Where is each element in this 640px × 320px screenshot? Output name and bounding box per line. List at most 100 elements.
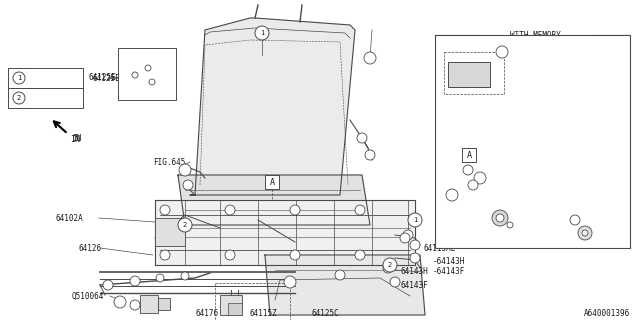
Text: 64143H: 64143H [582, 218, 610, 227]
Circle shape [145, 65, 151, 71]
Text: 2: 2 [17, 95, 21, 101]
Text: M120134: M120134 [34, 93, 67, 102]
Text: 64143H: 64143H [400, 268, 428, 276]
Text: 64176D: 64176D [472, 171, 500, 180]
Bar [8, 68, 83, 88]
Circle shape [149, 79, 155, 85]
Text: 2: 2 [388, 262, 392, 268]
Circle shape [160, 205, 170, 215]
Circle shape [446, 189, 458, 201]
Text: Q710007: Q710007 [34, 74, 67, 83]
Bar [435, 35, 630, 248]
Circle shape [225, 205, 235, 215]
Text: A: A [467, 150, 472, 159]
Circle shape [463, 165, 473, 175]
Circle shape [496, 214, 504, 222]
Bar [220, 295, 242, 315]
Text: 1: 1 [17, 75, 21, 81]
Bar [140, 295, 158, 313]
Circle shape [408, 213, 422, 227]
Circle shape [178, 218, 192, 232]
Circle shape [468, 180, 478, 190]
Circle shape [132, 72, 138, 78]
Circle shape [114, 296, 126, 308]
Text: A640001396: A640001396 [584, 308, 630, 317]
Polygon shape [465, 175, 615, 248]
Circle shape [390, 277, 400, 287]
Circle shape [130, 300, 140, 310]
Text: 64176: 64176 [195, 308, 219, 317]
Bar [462, 148, 476, 162]
Text: 64125C: 64125C [311, 308, 339, 317]
Polygon shape [178, 175, 370, 225]
Circle shape [357, 133, 367, 143]
Text: A: A [269, 178, 275, 187]
Bar [444, 52, 504, 94]
Text: 64143F: 64143F [400, 281, 428, 290]
Text: 64122: 64122 [438, 125, 461, 134]
Text: Q510064: Q510064 [438, 161, 470, 170]
Text: 64115Z: 64115Z [249, 308, 277, 317]
Text: 1: 1 [260, 30, 264, 36]
Circle shape [225, 250, 235, 260]
Text: 64115Z: 64115Z [436, 188, 464, 196]
Polygon shape [265, 255, 425, 315]
Text: IN: IN [70, 135, 80, 144]
Circle shape [160, 250, 170, 260]
Circle shape [284, 276, 296, 288]
Text: Q510064: Q510064 [72, 292, 104, 300]
Bar [118, 48, 176, 100]
Text: 64143F: 64143F [582, 230, 610, 239]
Circle shape [13, 72, 25, 84]
Text: 2: 2 [183, 222, 187, 228]
Circle shape [383, 258, 397, 272]
Circle shape [181, 272, 189, 280]
Circle shape [365, 150, 375, 160]
Circle shape [507, 222, 513, 228]
Text: 64125C: 64125C [540, 148, 568, 156]
Polygon shape [190, 18, 355, 195]
Circle shape [156, 274, 164, 282]
Bar [155, 218, 185, 246]
Circle shape [400, 233, 410, 243]
Circle shape [183, 180, 193, 190]
Circle shape [103, 280, 113, 290]
Polygon shape [490, 55, 498, 87]
Bar [448, 62, 490, 87]
Text: 64125E: 64125E [88, 73, 116, 82]
Text: -64143F: -64143F [433, 268, 465, 276]
Text: 64125E: 64125E [92, 74, 120, 83]
Text: 64102A: 64102A [55, 213, 83, 222]
Circle shape [130, 276, 140, 286]
Circle shape [410, 253, 420, 263]
Circle shape [355, 250, 365, 260]
Text: IN: IN [72, 133, 81, 142]
Circle shape [355, 205, 365, 215]
Circle shape [410, 240, 420, 250]
Polygon shape [155, 200, 415, 265]
Bar [8, 88, 83, 108]
Text: 64115AE: 64115AE [423, 244, 456, 252]
Bar [228, 303, 242, 315]
Circle shape [290, 250, 300, 260]
Text: FIG.645: FIG.645 [153, 157, 186, 166]
Bar [158, 298, 170, 310]
Circle shape [290, 205, 300, 215]
Circle shape [383, 263, 393, 273]
Text: 64126: 64126 [78, 244, 101, 252]
Circle shape [496, 46, 508, 58]
Circle shape [403, 230, 413, 240]
Circle shape [13, 92, 25, 104]
Circle shape [582, 230, 588, 236]
Circle shape [335, 270, 345, 280]
Circle shape [570, 215, 580, 225]
Text: 1: 1 [413, 217, 417, 223]
Bar [265, 175, 279, 189]
Circle shape [255, 26, 269, 40]
Bar [215, 283, 290, 320]
Circle shape [474, 172, 486, 184]
Text: -64143H: -64143H [433, 258, 465, 267]
Polygon shape [448, 55, 498, 62]
Circle shape [179, 164, 191, 176]
Circle shape [364, 52, 376, 64]
